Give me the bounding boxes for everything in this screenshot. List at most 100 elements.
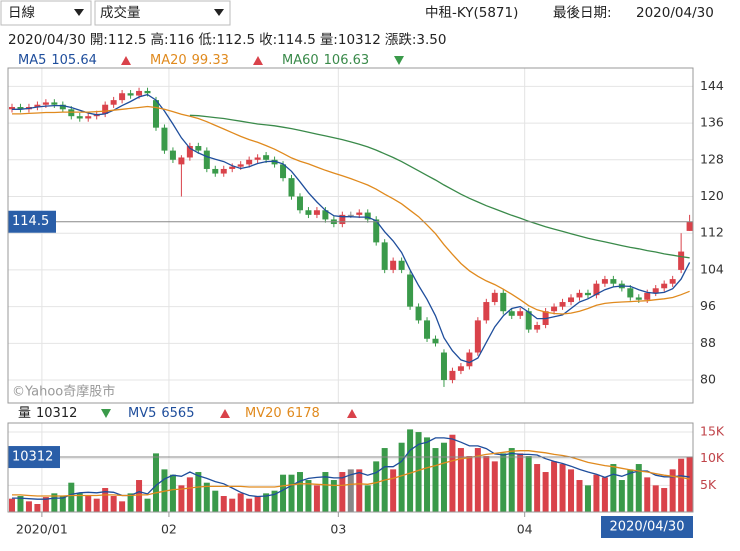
candle-body xyxy=(288,178,295,197)
candle-body xyxy=(551,306,558,312)
volume-bar xyxy=(424,437,431,512)
y-tick-label: 80 xyxy=(700,372,716,387)
volume-bar xyxy=(508,448,515,512)
candle-body xyxy=(186,146,193,158)
volume-bar xyxy=(610,464,617,512)
volume-bar xyxy=(178,485,185,512)
volume-bar xyxy=(525,456,532,512)
candle-body xyxy=(347,214,354,216)
ma-line xyxy=(12,450,690,497)
candle-body xyxy=(195,146,202,151)
volume-bar xyxy=(76,493,83,512)
volume-bar xyxy=(500,453,507,512)
volume-bar xyxy=(491,461,498,512)
volume-bar xyxy=(618,480,625,512)
y-tick-label: 136 xyxy=(700,115,724,130)
candle-body xyxy=(356,212,363,215)
candle-body xyxy=(390,260,397,270)
candle-body xyxy=(440,352,447,381)
volume-bar xyxy=(119,501,126,512)
period-select[interactable] xyxy=(0,0,92,26)
volume-bar xyxy=(136,480,143,512)
candle-body xyxy=(51,102,58,105)
candle-body xyxy=(678,251,685,270)
candle-body xyxy=(59,104,66,110)
volume-bar xyxy=(635,464,642,512)
up-arrow xyxy=(220,409,230,418)
volume-bar xyxy=(407,429,414,512)
candle-body xyxy=(584,292,591,296)
candle-body xyxy=(686,221,693,231)
volume-panel xyxy=(7,422,694,513)
candle-body xyxy=(601,279,608,284)
watermark: ©Yahoo奇摩股市 xyxy=(12,384,115,400)
up-arrow xyxy=(253,56,263,65)
candle-body xyxy=(17,107,24,110)
legend-ma20: MA20 99.33 xyxy=(150,53,229,68)
candle-body xyxy=(500,292,507,312)
candle-body xyxy=(559,302,566,307)
volume-bar xyxy=(542,472,549,512)
candle-body xyxy=(669,279,676,284)
legend-mv5: MV5 6565 xyxy=(128,406,194,421)
dropdown-arrow xyxy=(214,9,224,16)
candle-body xyxy=(203,150,210,169)
x-tick-label: 2020/01 xyxy=(16,522,68,537)
candle-body xyxy=(449,370,456,381)
candle-body xyxy=(110,100,117,105)
up-arrow xyxy=(121,56,131,65)
candle-body xyxy=(296,196,303,211)
volume-bar xyxy=(669,469,676,512)
candle-body xyxy=(85,116,92,119)
candle-body xyxy=(424,320,431,339)
volume-bar xyxy=(17,496,24,512)
volume-bar xyxy=(59,496,66,512)
volume-bar xyxy=(593,474,600,512)
volume-bar xyxy=(85,496,92,512)
volume-bar xyxy=(517,453,524,512)
volume-bar xyxy=(212,490,219,512)
candle-body xyxy=(534,324,541,330)
quote-line: 2020/04/30 開:112.5 高:116 低:112.5 收:114.5 量:10… xyxy=(8,31,446,48)
candle-body xyxy=(263,155,270,160)
x-tick-label: 04 xyxy=(517,522,533,537)
candle-body xyxy=(280,164,287,179)
volume-box xyxy=(8,446,60,469)
candle-body xyxy=(525,311,532,330)
volume-bar xyxy=(601,477,608,512)
volume-bar xyxy=(330,480,337,512)
candle-body xyxy=(466,352,473,367)
volume-bar xyxy=(534,464,541,512)
candle-body xyxy=(322,210,329,220)
volume-bar xyxy=(254,496,261,512)
candle-body xyxy=(76,116,83,119)
volume-bar xyxy=(68,482,75,512)
ma-line xyxy=(189,114,690,259)
down-arrow xyxy=(394,56,404,65)
candle-body xyxy=(229,166,236,169)
down-arrow xyxy=(101,409,111,418)
candle-body xyxy=(152,100,159,128)
candle-body xyxy=(483,302,490,321)
x-tick-label: 02 xyxy=(161,522,177,537)
volume-bar xyxy=(347,469,354,512)
volume-bar xyxy=(237,493,244,512)
candle-body xyxy=(593,283,600,296)
candle-body xyxy=(627,288,634,298)
volume-bar xyxy=(398,442,405,512)
volume-bar xyxy=(263,493,270,512)
legend-ma5: MA5 105.64 xyxy=(18,53,97,68)
candle-body xyxy=(119,93,126,101)
volume-box-label: 10312 xyxy=(12,450,53,465)
candle-body xyxy=(9,107,15,110)
indicator-select[interactable] xyxy=(94,0,231,26)
y-tick-label: 144 xyxy=(700,78,724,93)
y-tick-label: 112 xyxy=(700,225,724,240)
volume-bar xyxy=(9,498,15,512)
ma-line xyxy=(12,93,691,364)
volume-bar xyxy=(457,448,464,512)
candle-body xyxy=(373,219,380,243)
candle-body xyxy=(661,283,668,289)
volume-bar xyxy=(483,456,490,512)
